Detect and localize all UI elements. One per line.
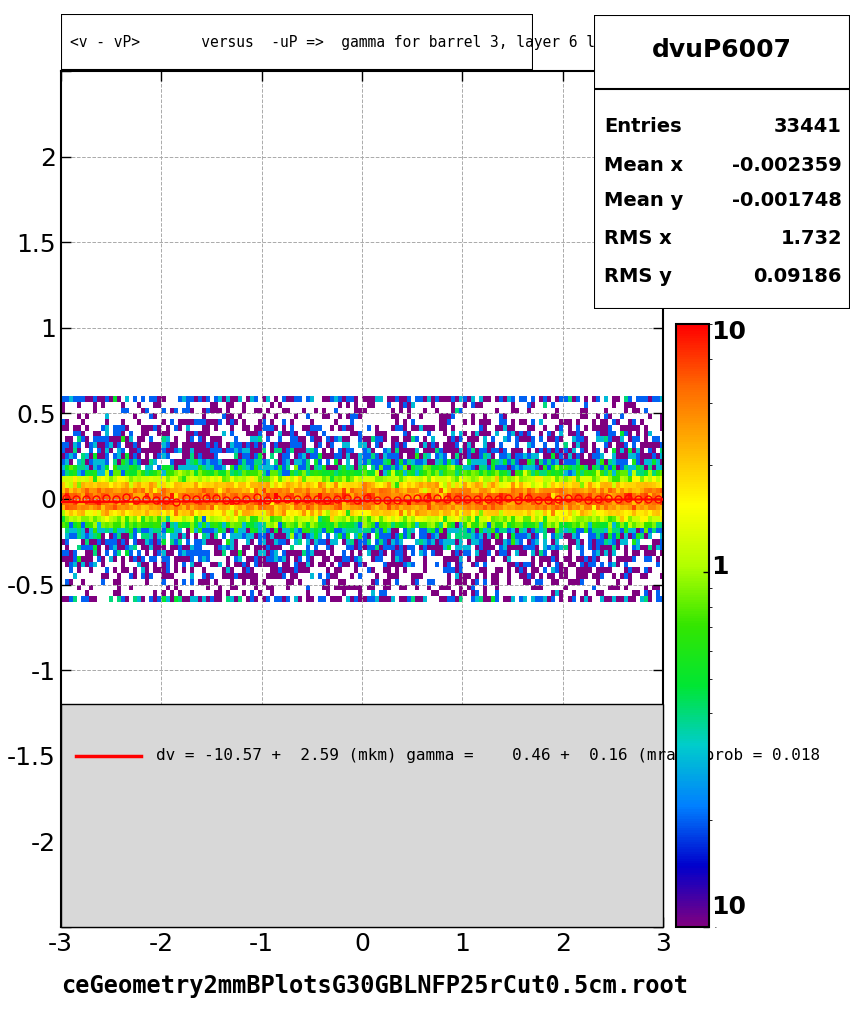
Text: Entries: Entries <box>604 118 681 137</box>
Text: ceGeometry2mmBPlotsG30GBLNFP25rCut0.5cm.root: ceGeometry2mmBPlotsG30GBLNFP25rCut0.5cm.… <box>61 973 688 998</box>
Text: 33441: 33441 <box>774 118 842 137</box>
Text: 0.09186: 0.09186 <box>753 267 842 286</box>
Text: <v - vP>       versus  -uP =>  gamma for barrel 3, layer 6 ladder 7, all wafers: <v - vP> versus -uP => gamma for barrel … <box>70 34 761 50</box>
Text: dv = -10.57 +  2.59 (mkm) gamma =    0.46 +  0.16 (mrad) prob = 0.018: dv = -10.57 + 2.59 (mkm) gamma = 0.46 + … <box>156 749 820 763</box>
Text: 1.732: 1.732 <box>780 229 842 248</box>
Text: RMS y: RMS y <box>604 267 672 286</box>
Text: dvuP6007: dvuP6007 <box>652 38 792 63</box>
Text: Mean y: Mean y <box>604 190 683 210</box>
Bar <box>61 704 663 927</box>
Text: RMS x: RMS x <box>604 229 672 248</box>
Text: 1: 1 <box>711 555 728 579</box>
Text: -0.002359: -0.002359 <box>733 156 842 174</box>
Text: 10: 10 <box>711 894 746 919</box>
Text: -0.001748: -0.001748 <box>732 190 842 210</box>
Text: Mean x: Mean x <box>604 156 683 174</box>
Text: 10: 10 <box>711 320 746 344</box>
